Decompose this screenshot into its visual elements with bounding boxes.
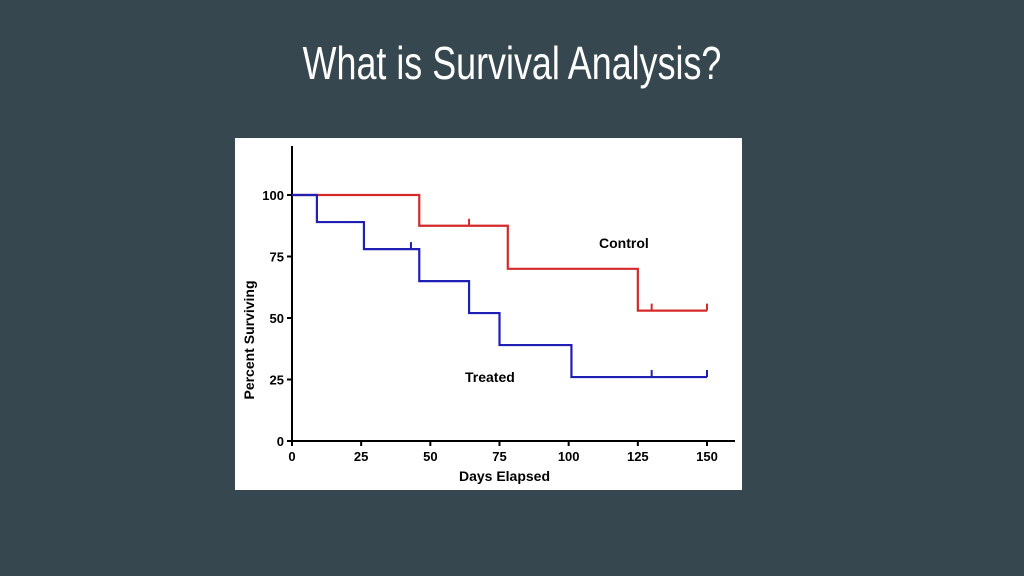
y-tick-label: 75: [270, 250, 284, 265]
control-step-line: [292, 193, 707, 312]
x-tick-label: 50: [423, 449, 437, 464]
x-tick-label: 25: [354, 449, 368, 464]
x-tick-label: 125: [627, 449, 649, 464]
x-tick-label: 150: [696, 449, 718, 464]
y-axis-title: Percent Surviving: [241, 280, 257, 399]
x-tick-label: 0: [288, 449, 295, 464]
x-tick-label: 100: [558, 449, 580, 464]
y-tick-label: 0: [277, 434, 284, 449]
survival-chart: 0 25 50 75 100 0 25 50 75 100 125 150 Days Elapsed P…: [241, 146, 735, 484]
treated-series-label: Treated: [465, 369, 515, 385]
slide-title: What is Survival Analysis?: [302, 37, 722, 89]
chart-labels: Days Elapsed Percent Surviving Control Trea…: [241, 235, 649, 484]
chart-axes: 0 25 50 75 100 0 25 50 75 100 125 150: [262, 146, 735, 464]
chart-panel: 0 25 50 75 100 0 25 50 75 100 125 150 Days Elapsed P…: [235, 138, 742, 490]
x-tick-label: 75: [492, 449, 506, 464]
x-axis-title: Days Elapsed: [459, 468, 550, 484]
y-tick-label: 50: [270, 311, 284, 326]
chart-series: [292, 193, 708, 379]
y-tick-label: 100: [262, 188, 284, 203]
y-tick-label: 25: [270, 373, 284, 388]
treated-step-line: [292, 193, 707, 379]
control-series-label: Control: [599, 235, 649, 251]
